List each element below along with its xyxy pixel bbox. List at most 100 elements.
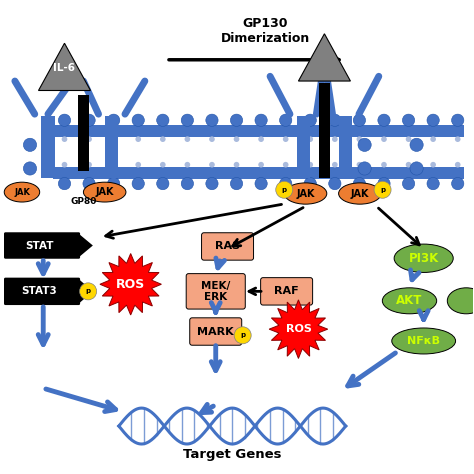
Circle shape — [181, 114, 193, 127]
Polygon shape — [79, 279, 93, 304]
Polygon shape — [269, 300, 328, 358]
Bar — [41, 117, 55, 178]
Circle shape — [209, 137, 215, 142]
Circle shape — [132, 177, 145, 190]
Circle shape — [258, 137, 264, 142]
Circle shape — [234, 162, 239, 167]
Circle shape — [206, 177, 218, 190]
Text: p: p — [240, 332, 245, 338]
Text: GP80: GP80 — [70, 197, 97, 206]
Circle shape — [108, 177, 120, 190]
Circle shape — [23, 138, 36, 152]
Text: JAK: JAK — [296, 189, 315, 199]
Circle shape — [308, 162, 313, 167]
Circle shape — [62, 137, 67, 142]
Circle shape — [378, 177, 390, 190]
Circle shape — [406, 162, 411, 167]
Ellipse shape — [394, 244, 453, 273]
Circle shape — [356, 162, 362, 167]
FancyBboxPatch shape — [201, 233, 254, 260]
Text: ROS: ROS — [285, 324, 311, 334]
Circle shape — [353, 114, 365, 127]
Circle shape — [328, 177, 341, 190]
Circle shape — [356, 137, 362, 142]
Circle shape — [255, 114, 267, 127]
Text: RAF: RAF — [274, 286, 299, 296]
Bar — [319, 83, 330, 178]
Polygon shape — [79, 234, 93, 257]
Ellipse shape — [392, 328, 456, 354]
Circle shape — [402, 114, 415, 127]
Circle shape — [160, 137, 165, 142]
Circle shape — [283, 137, 289, 142]
Circle shape — [280, 114, 292, 127]
Ellipse shape — [338, 183, 381, 204]
Circle shape — [111, 137, 117, 142]
Circle shape — [427, 177, 439, 190]
FancyBboxPatch shape — [4, 278, 80, 305]
Circle shape — [283, 162, 289, 167]
Circle shape — [62, 162, 67, 167]
Ellipse shape — [4, 182, 40, 202]
Bar — [78, 95, 89, 171]
FancyBboxPatch shape — [4, 232, 80, 259]
Circle shape — [234, 327, 251, 344]
Circle shape — [108, 114, 120, 127]
Circle shape — [136, 137, 141, 142]
Circle shape — [80, 283, 97, 300]
Circle shape — [83, 177, 95, 190]
Ellipse shape — [83, 182, 126, 202]
Circle shape — [332, 162, 337, 167]
Circle shape — [156, 114, 169, 127]
Circle shape — [406, 137, 411, 142]
Circle shape — [23, 162, 36, 175]
Circle shape — [58, 114, 71, 127]
Ellipse shape — [447, 288, 474, 314]
Circle shape — [353, 177, 365, 190]
Circle shape — [184, 137, 190, 142]
FancyBboxPatch shape — [190, 318, 242, 345]
Circle shape — [58, 177, 71, 190]
Circle shape — [132, 114, 145, 127]
Circle shape — [374, 181, 391, 198]
Text: JAK: JAK — [95, 187, 114, 197]
Circle shape — [378, 114, 390, 127]
Text: GP130
Dimerization: GP130 Dimerization — [221, 18, 310, 46]
Circle shape — [427, 114, 439, 127]
Circle shape — [381, 137, 387, 142]
Circle shape — [230, 177, 243, 190]
Text: AKT: AKT — [396, 294, 423, 307]
Circle shape — [430, 137, 436, 142]
Circle shape — [410, 162, 423, 175]
Polygon shape — [100, 254, 161, 315]
Circle shape — [86, 162, 92, 167]
Text: p: p — [86, 288, 91, 294]
Circle shape — [308, 137, 313, 142]
Bar — [339, 117, 352, 178]
FancyBboxPatch shape — [261, 278, 313, 305]
Circle shape — [304, 177, 317, 190]
Circle shape — [430, 162, 436, 167]
Circle shape — [181, 177, 193, 190]
Bar — [53, 125, 464, 137]
Bar — [105, 117, 118, 178]
Circle shape — [452, 114, 464, 127]
Text: p: p — [380, 187, 385, 193]
Circle shape — [276, 181, 293, 198]
Circle shape — [230, 114, 243, 127]
Polygon shape — [38, 43, 91, 91]
Circle shape — [136, 162, 141, 167]
Circle shape — [452, 177, 464, 190]
Text: JAK: JAK — [351, 189, 369, 199]
Circle shape — [209, 162, 215, 167]
Circle shape — [328, 114, 341, 127]
FancyBboxPatch shape — [186, 273, 245, 309]
Polygon shape — [299, 34, 350, 81]
Circle shape — [358, 138, 371, 152]
Circle shape — [304, 114, 317, 127]
Ellipse shape — [383, 288, 437, 314]
Circle shape — [160, 162, 165, 167]
Circle shape — [402, 177, 415, 190]
Circle shape — [258, 162, 264, 167]
Circle shape — [86, 137, 92, 142]
